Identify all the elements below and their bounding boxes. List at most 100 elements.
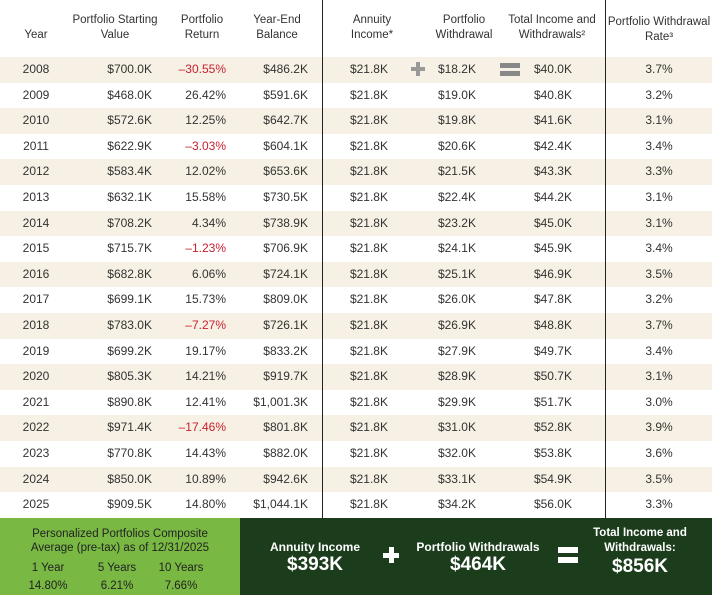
table-row: 2018 $783.0K –7.27% $726.1K $21.8K $26.9K $48.… bbox=[0, 312, 712, 339]
cell-total: $54.9K bbox=[533, 471, 572, 486]
cell-ret: 4.34% bbox=[191, 215, 226, 230]
table-header: Year Portfolio Starting Value Portfolio … bbox=[0, 0, 712, 57]
cell-year: 2021 bbox=[22, 394, 50, 409]
cell-rate: 3.5% bbox=[645, 266, 673, 281]
period-value: 6.21% bbox=[100, 580, 134, 592]
plus-icon bbox=[383, 547, 399, 563]
cell-annuity: $21.8K bbox=[349, 471, 388, 486]
table-row: 2009 $468.0K 26.42% $591.6K $21.8K $19.0K $40.… bbox=[0, 83, 712, 109]
cell-rate: 3.1% bbox=[645, 113, 673, 128]
cell-rate: 3.4% bbox=[645, 343, 673, 358]
table-row: 2023 $770.8K 14.43% $882.0K $21.8K $32.0K $53.… bbox=[0, 441, 712, 467]
cell-total: $48.8K bbox=[533, 317, 572, 332]
cell-year: 2011 bbox=[23, 138, 49, 153]
cell-start: $699.2K bbox=[107, 343, 152, 358]
cell-bal: $882.0K bbox=[263, 445, 308, 460]
cell-annuity: $21.8K bbox=[349, 87, 388, 102]
cell-annuity: $21.8K bbox=[349, 445, 388, 460]
cell-annuity: $21.8K bbox=[349, 394, 388, 409]
cell-year: 2013 bbox=[22, 189, 50, 204]
cell-year: 2024 bbox=[22, 471, 50, 486]
cell-annuity: $21.8K bbox=[349, 343, 388, 358]
cell-annuity: $21.8K bbox=[349, 317, 388, 332]
cell-bal: $486.2K bbox=[263, 62, 308, 76]
cell-total: $50.7K bbox=[533, 369, 572, 384]
cell-bal: $706.9K bbox=[263, 241, 308, 256]
cell-total: $45.9K bbox=[533, 241, 572, 256]
cell-ret: 14.43% bbox=[185, 445, 226, 460]
table-row: 2021 $890.8K 12.41% $1,001.3K $21.8K $29.9K $5… bbox=[0, 390, 712, 416]
cell-year: 2018 bbox=[22, 317, 50, 332]
cell-total: $41.6K bbox=[533, 113, 572, 128]
cell-withdrawal: $31.0K bbox=[437, 420, 476, 435]
cell-ret: 12.25% bbox=[185, 113, 226, 128]
cell-ret: –3.03% bbox=[185, 138, 226, 153]
header-starting-value: Portfolio Starting Value bbox=[72, 14, 158, 41]
grand-total-label: Total Income and bbox=[593, 527, 687, 539]
grand-total-value: $856K bbox=[612, 556, 668, 577]
cell-start: $715.7K bbox=[107, 241, 152, 256]
column-divider bbox=[322, 0, 323, 518]
cell-rate: 3.3% bbox=[645, 497, 673, 512]
cell-bal: $591.6K bbox=[263, 87, 308, 102]
cell-start: $909.5K bbox=[107, 497, 152, 512]
cell-ret: 19.17% bbox=[185, 343, 226, 358]
cell-bal: $642.7K bbox=[263, 113, 308, 128]
cell-bal: $919.7K bbox=[263, 369, 308, 384]
cell-bal: $942.6K bbox=[263, 471, 308, 486]
cell-bal: $801.8K bbox=[263, 420, 308, 435]
table-row: 2015 $715.7K –1.23% $706.9K $21.8K $24.1K $45.… bbox=[0, 236, 712, 262]
cell-annuity: $21.8K bbox=[349, 215, 388, 230]
cell-ret: 14.80% bbox=[185, 497, 226, 512]
cell-withdrawal: $28.9K bbox=[437, 369, 476, 384]
cell-ret: 12.41% bbox=[185, 394, 226, 409]
cell-bal: $1,001.3K bbox=[253, 394, 308, 409]
cell-rate: 3.9% bbox=[645, 420, 673, 435]
cell-rate: 3.2% bbox=[645, 292, 673, 307]
cell-total: $44.2K bbox=[533, 189, 572, 204]
annuity-total-label: Annuity Income bbox=[269, 540, 360, 554]
cell-start: $850.0K bbox=[107, 471, 152, 486]
table-row: 2017 $699.1K 15.73% $809.0K $21.8K $26.0K $47.… bbox=[0, 287, 712, 313]
table-row: 2014 $708.2K 4.34% $738.9K $21.8K $23.2K $45.0… bbox=[0, 210, 712, 237]
cell-rate: 3.6% bbox=[645, 445, 673, 460]
cell-rate: 3.1% bbox=[645, 215, 673, 230]
table-row: 2019 $699.2K 19.17% $833.2K $21.8K $27.9K $49.… bbox=[0, 339, 712, 365]
cell-ret: 14.21% bbox=[185, 369, 226, 384]
header-return: Portfolio Return bbox=[180, 14, 224, 41]
cell-withdrawal: $32.0K bbox=[437, 445, 476, 460]
cell-withdrawal: $23.2K bbox=[437, 215, 476, 230]
cell-start: $699.1K bbox=[107, 292, 152, 307]
cell-total: $51.7K bbox=[533, 394, 572, 409]
cell-total: $45.0K bbox=[533, 215, 572, 230]
cell-withdrawal: $24.1K bbox=[437, 241, 476, 256]
cell-start: $770.8K bbox=[107, 445, 152, 460]
cell-ret: 15.73% bbox=[185, 292, 226, 307]
cell-total: $40.8K bbox=[533, 87, 572, 102]
period-label: 10 Years bbox=[158, 562, 204, 574]
cell-total: $42.4K bbox=[533, 138, 572, 153]
composite-panel: Personalized Portfolios Composite Average… bbox=[0, 518, 240, 595]
cell-year: 2010 bbox=[22, 113, 50, 128]
cell-annuity: $21.8K bbox=[349, 420, 388, 435]
cell-total: $47.8K bbox=[533, 292, 572, 307]
cell-year: 2014 bbox=[22, 215, 50, 230]
header-annuity: Annuity Income* bbox=[350, 14, 394, 41]
table-row: 2024 $850.0K 10.89% $942.6K $21.8K $33.1K $54.… bbox=[0, 466, 712, 493]
cell-rate: 3.3% bbox=[645, 164, 673, 179]
table-row: 2013 $632.1K 15.58% $730.5K $21.8K $22.4K $44.… bbox=[0, 185, 712, 211]
cell-ret: –17.46% bbox=[178, 420, 226, 435]
cell-annuity: $21.8K bbox=[349, 241, 388, 256]
header-rate: Portfolio Withdrawal Rate³ bbox=[607, 16, 711, 43]
cell-rate: 3.1% bbox=[645, 189, 673, 204]
cell-rate: 3.5% bbox=[645, 471, 673, 486]
cell-withdrawal: $27.9K bbox=[437, 343, 476, 358]
cell-start: $700.0K bbox=[107, 62, 152, 76]
cell-annuity: $21.8K bbox=[349, 113, 388, 128]
table-row: 2025 $909.5K 14.80% $1,044.1K $21.8K $34.2K $5… bbox=[0, 492, 712, 518]
cell-year: 2019 bbox=[22, 343, 50, 358]
cell-total: $52.8K bbox=[533, 420, 572, 435]
table-row: 2022 $971.4K –17.46% $801.8K $21.8K $31.0K $52… bbox=[0, 415, 712, 441]
cell-rate: 3.2% bbox=[645, 87, 673, 102]
cell-total: $56.0K bbox=[533, 497, 572, 512]
